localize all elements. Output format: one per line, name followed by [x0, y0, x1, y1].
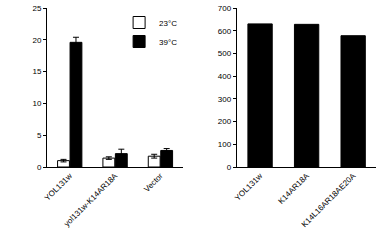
- svg-text:0: 0: [37, 163, 42, 172]
- svg-text:15: 15: [33, 67, 42, 76]
- svg-text:K14AR18A: K14AR18A: [276, 171, 311, 206]
- svg-text:20: 20: [33, 36, 42, 45]
- svg-text:10: 10: [33, 99, 42, 108]
- svg-text:5: 5: [37, 131, 42, 140]
- svg-text:K14L16AR18AE20A: K14L16AR18AE20A: [300, 171, 358, 229]
- svg-text:600: 600: [218, 27, 232, 36]
- svg-text:300: 300: [218, 95, 232, 104]
- svg-text:400: 400: [218, 72, 232, 81]
- svg-text:Vector: Vector: [142, 171, 165, 194]
- svg-text:0: 0: [227, 163, 232, 172]
- svg-text:500: 500: [218, 49, 232, 58]
- svg-text:100: 100: [218, 140, 232, 149]
- svg-text:39°C: 39°C: [159, 38, 177, 47]
- svg-text:700: 700: [218, 4, 232, 13]
- svg-text:25: 25: [33, 4, 42, 13]
- svg-text:200: 200: [218, 117, 232, 126]
- svg-text:yol131w-K14AR18A: yol131w-K14AR18A: [62, 171, 119, 228]
- svg-text:23°C: 23°C: [159, 19, 177, 28]
- svg-text:YOL131w: YOL131w: [233, 171, 264, 202]
- svg-text:YOL131w: YOL131w: [43, 171, 74, 202]
